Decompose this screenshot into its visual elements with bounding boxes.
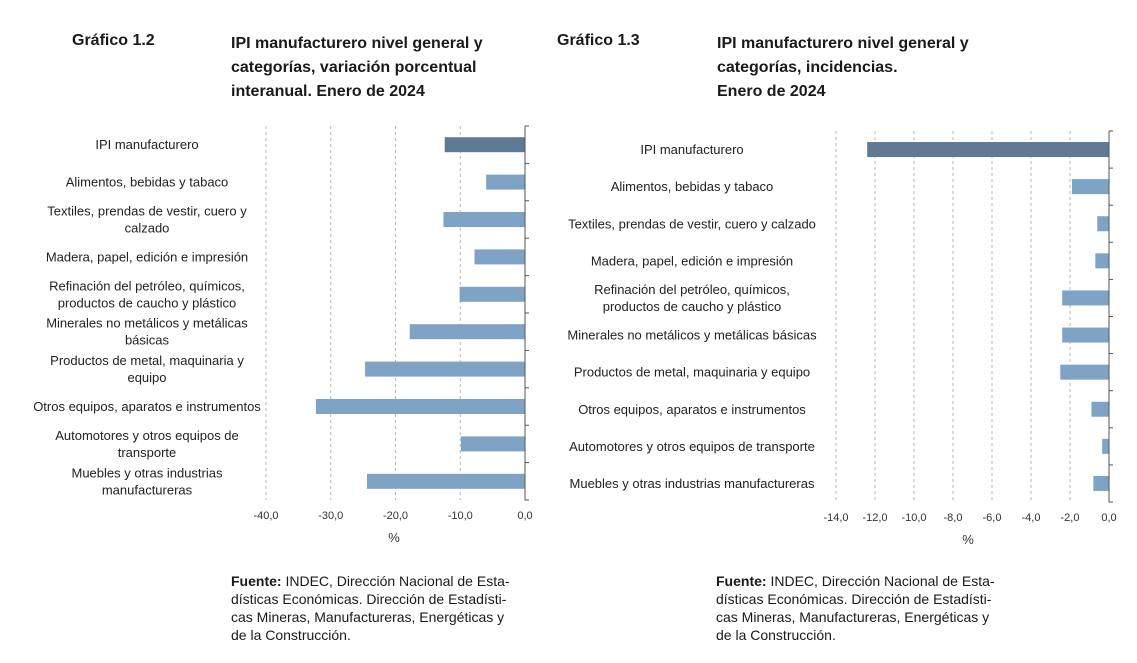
x-tick-label: -2,0 (1061, 512, 1080, 524)
bar (365, 361, 525, 377)
bar (1095, 253, 1109, 269)
source-note: Fuente: INDEC, Dirección Nacional de Est… (716, 572, 995, 644)
source-line: dísticas Económicas. Dirección de Estadí… (716, 591, 992, 607)
category-label: manufactureras (102, 482, 193, 497)
bar (1097, 216, 1109, 232)
bar (443, 212, 525, 227)
x-tick-label: 0,0 (517, 510, 532, 522)
bar (1071, 179, 1109, 195)
x-tick-label: -30,0 (318, 510, 343, 522)
source-note: Fuente: INDEC, Dirección Nacional de Est… (231, 572, 510, 644)
chart-title-line: categorías, variación porcentual (231, 59, 477, 76)
category-label: calzado (125, 221, 170, 236)
x-tick-label: 0,0 (1101, 512, 1116, 524)
source-label: Fuente: (716, 573, 767, 589)
category-label: transporte (118, 445, 177, 460)
category-label: Automotores y otros equipos de (55, 428, 239, 443)
bar (1062, 290, 1109, 306)
category-label: Muebles y otras industrias manufacturera… (570, 476, 815, 491)
x-tick-label: -4,0 (1022, 512, 1041, 524)
x-axis-label: % (962, 532, 974, 547)
source-line: de la Construcción. (231, 627, 351, 643)
category-label: Otros equipos, aparatos e instrumentos (33, 399, 261, 414)
category-label: Productos de metal, maquinaria y equipo (574, 365, 810, 380)
bar-chart-incidencias: -14,0 -12,0 -10,0 -8,0 -6,0 -4,0 -2,0 0,0 IPI ma… (567, 130, 1117, 547)
chart-title-line: categorías, incidencias. (717, 59, 898, 76)
category-label: Minerales no metálicos y metálicas (46, 316, 248, 331)
bar (1091, 401, 1109, 417)
category-label: Madera, papel, edición e impresión (591, 253, 793, 268)
category-label: Minerales no metálicos y metálicas básic… (567, 328, 817, 343)
bar (460, 436, 525, 452)
category-label: equipo (127, 370, 166, 385)
category-label: Alimentos, bebidas y tabaco (611, 179, 774, 194)
x-tick-label: -40,0 (253, 510, 278, 522)
bar (474, 249, 525, 265)
bar (867, 142, 1109, 158)
bar (315, 399, 525, 414)
source-label: Fuente: (231, 573, 282, 589)
category-label: Productos de metal, maquinaria y (50, 353, 244, 368)
category-label: productos de caucho y plástico (603, 299, 782, 314)
x-tick-label: -12,0 (862, 512, 887, 524)
category-label: básicas (125, 333, 170, 348)
chart-title-line: IPI manufacturero nivel general y (231, 35, 483, 52)
category-label: Automotores y otros equipos de transport… (569, 439, 815, 454)
category-label: Refinación del petróleo, químicos, (594, 282, 790, 297)
bar (444, 137, 525, 153)
category-label: Alimentos, bebidas y tabaco (66, 175, 229, 190)
chart-title-line: Enero de 2024 (717, 83, 826, 100)
x-tick-label: -14,0 (823, 512, 848, 524)
bar (1102, 438, 1109, 454)
category-label: Madera, papel, edición e impresión (46, 249, 248, 264)
source-line: dísticas Económicas. Dirección de Estadí… (231, 591, 507, 607)
bar (1062, 327, 1109, 343)
x-tick-label: -6,0 (983, 512, 1002, 524)
bar (459, 286, 525, 302)
source-line: Fuente: INDEC, Dirección Nacional de Est… (716, 572, 995, 590)
bar-chart-variacion: -40,0 -30,0 -20,0 -10,0 0,0 IPI manufacturero… (33, 125, 533, 545)
chart-title: IPI manufacturero nivel general y catego… (231, 32, 483, 104)
x-tick-label: -20,0 (383, 510, 408, 522)
source-line: cas Mineras, Manufactureras, Energéticas… (231, 609, 505, 625)
bar (1060, 364, 1109, 380)
category-label: Refinación del petróleo, químicos, (49, 278, 245, 293)
category-label: IPI manufacturero (95, 137, 198, 152)
category-label: Textiles, prendas de vestir, cuero y (47, 204, 247, 219)
category-label: IPI manufacturero (640, 142, 743, 157)
source-line: Fuente: INDEC, Dirección Nacional de Est… (231, 572, 510, 590)
chart-title-line: interanual. Enero de 2024 (231, 83, 425, 100)
source-line: cas Mineras, Manufactureras, Energéticas… (716, 609, 990, 625)
x-tick-label: -8,0 (944, 512, 963, 524)
source-line: de la Construcción. (716, 627, 836, 643)
chart-title: IPI manufacturero nivel general y catego… (717, 32, 969, 104)
bar (409, 324, 525, 340)
bar (367, 473, 525, 489)
category-label: Muebles y otras industrias (71, 465, 223, 480)
figure-number: Gráfico 1.2 (72, 32, 155, 49)
bar (486, 174, 525, 190)
source-text: INDEC, Dirección Nacional de Esta- (281, 573, 510, 589)
category-label: Textiles, prendas de vestir, cuero y cal… (568, 216, 816, 231)
chart-title-line: IPI manufacturero nivel general y (717, 35, 969, 52)
source-text: INDEC, Dirección Nacional de Esta- (766, 573, 995, 589)
figure-number: Gráfico 1.3 (557, 32, 640, 49)
x-tick-label: -10,0 (901, 512, 926, 524)
category-label: Otros equipos, aparatos e instrumentos (578, 402, 806, 417)
x-axis-label: % (388, 530, 400, 545)
bar (1093, 475, 1109, 491)
x-tick-label: -10,0 (448, 510, 473, 522)
category-label: productos de caucho y plástico (58, 295, 237, 310)
